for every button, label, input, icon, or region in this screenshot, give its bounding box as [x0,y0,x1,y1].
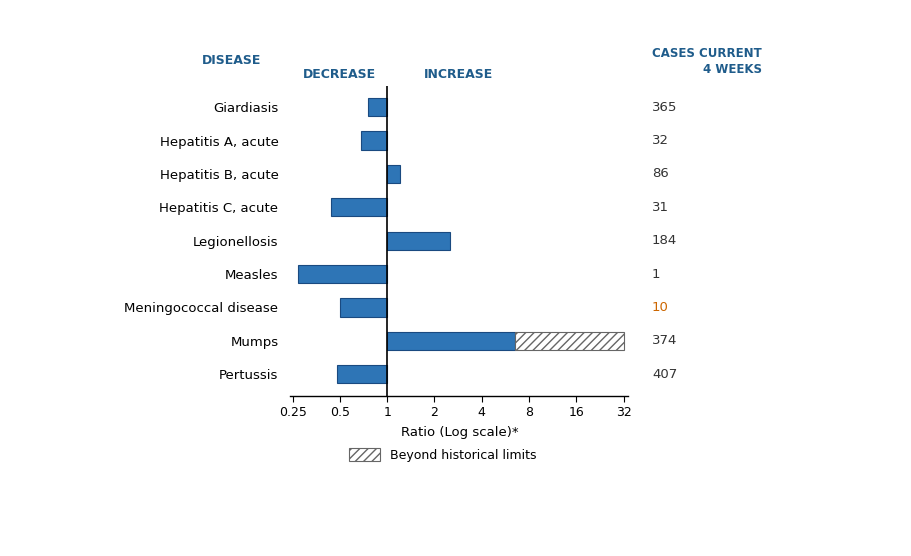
Text: 374: 374 [651,334,677,347]
Bar [367,98,387,116]
Bar [337,365,387,383]
Text: DISEASE: DISEASE [201,54,261,67]
Text: 407: 407 [651,368,677,380]
Bar [387,231,449,250]
Text: INCREASE: INCREASE [423,68,492,81]
Text: CASES CURRENT
4 WEEKS: CASES CURRENT 4 WEEKS [651,47,761,76]
Text: 1: 1 [651,267,660,281]
Bar [331,198,387,216]
Text: DECREASE: DECREASE [303,68,376,81]
Bar [387,331,515,350]
Bar [515,331,623,350]
X-axis label: Ratio (Log scale)*: Ratio (Log scale)* [400,426,517,439]
Bar [298,265,387,283]
Text: 10: 10 [651,301,668,314]
Text: 184: 184 [651,234,677,247]
Text: 31: 31 [651,201,669,214]
Text: 32: 32 [651,134,669,147]
Legend: Beyond historical limits: Beyond historical limits [343,443,541,467]
Text: 86: 86 [651,167,668,181]
Bar [361,131,387,150]
Bar [340,298,387,316]
Text: 365: 365 [651,101,677,114]
Bar [387,165,399,183]
